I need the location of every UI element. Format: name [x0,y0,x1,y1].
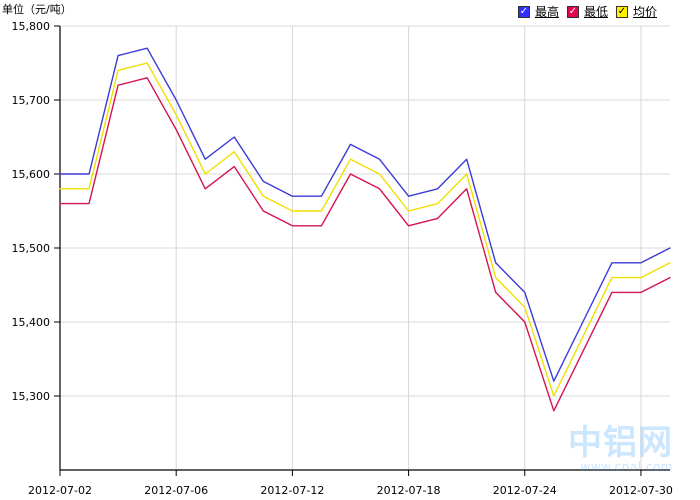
y-unit-label: 单位（元/吨） [2,3,72,16]
legend-label-high[interactable]: 最高 [534,5,559,19]
y-tick-label: 15,500 [12,242,51,255]
x-tick-label: 2012-07-18 [377,484,441,497]
grid-lines [59,25,670,470]
series-average-line [59,62,671,397]
legend-label-low[interactable]: 最低 [583,5,608,19]
legend-item-high[interactable]: ✓ 最高 [517,3,559,20]
checkbox-icon[interactable]: ✓ [615,5,628,18]
checkbox-icon[interactable]: ✓ [517,5,530,18]
x-tick-label: 2012-07-30 [609,484,673,497]
series-low-line [59,77,671,412]
y-tick-label: 15,600 [12,168,51,181]
y-tick-label: 15,300 [12,390,51,403]
legend-label-average[interactable]: 均价 [632,5,657,19]
x-tick-label: 2012-07-02 [28,484,92,497]
legend-item-low[interactable]: ✓ 最低 [566,3,608,20]
x-tick-label: 2012-07-06 [144,484,208,497]
checkbox-icon[interactable]: ✓ [566,5,579,18]
x-tick-label: 2012-07-12 [260,484,324,497]
axes: 15,300 15,400 15,500 15,600 15,700 15,800 2012… [12,20,673,497]
y-tick-label: 15,400 [12,316,51,329]
series-high-line [59,47,671,382]
legend: ✓ 最高 ✓ 最低 ✓ 均价 [517,3,657,20]
legend-item-average[interactable]: ✓ 均价 [615,3,657,20]
y-tick-label: 15,700 [12,94,51,107]
y-tick-label: 15,800 [12,20,51,33]
x-tick-label: 2012-07-24 [493,484,557,497]
